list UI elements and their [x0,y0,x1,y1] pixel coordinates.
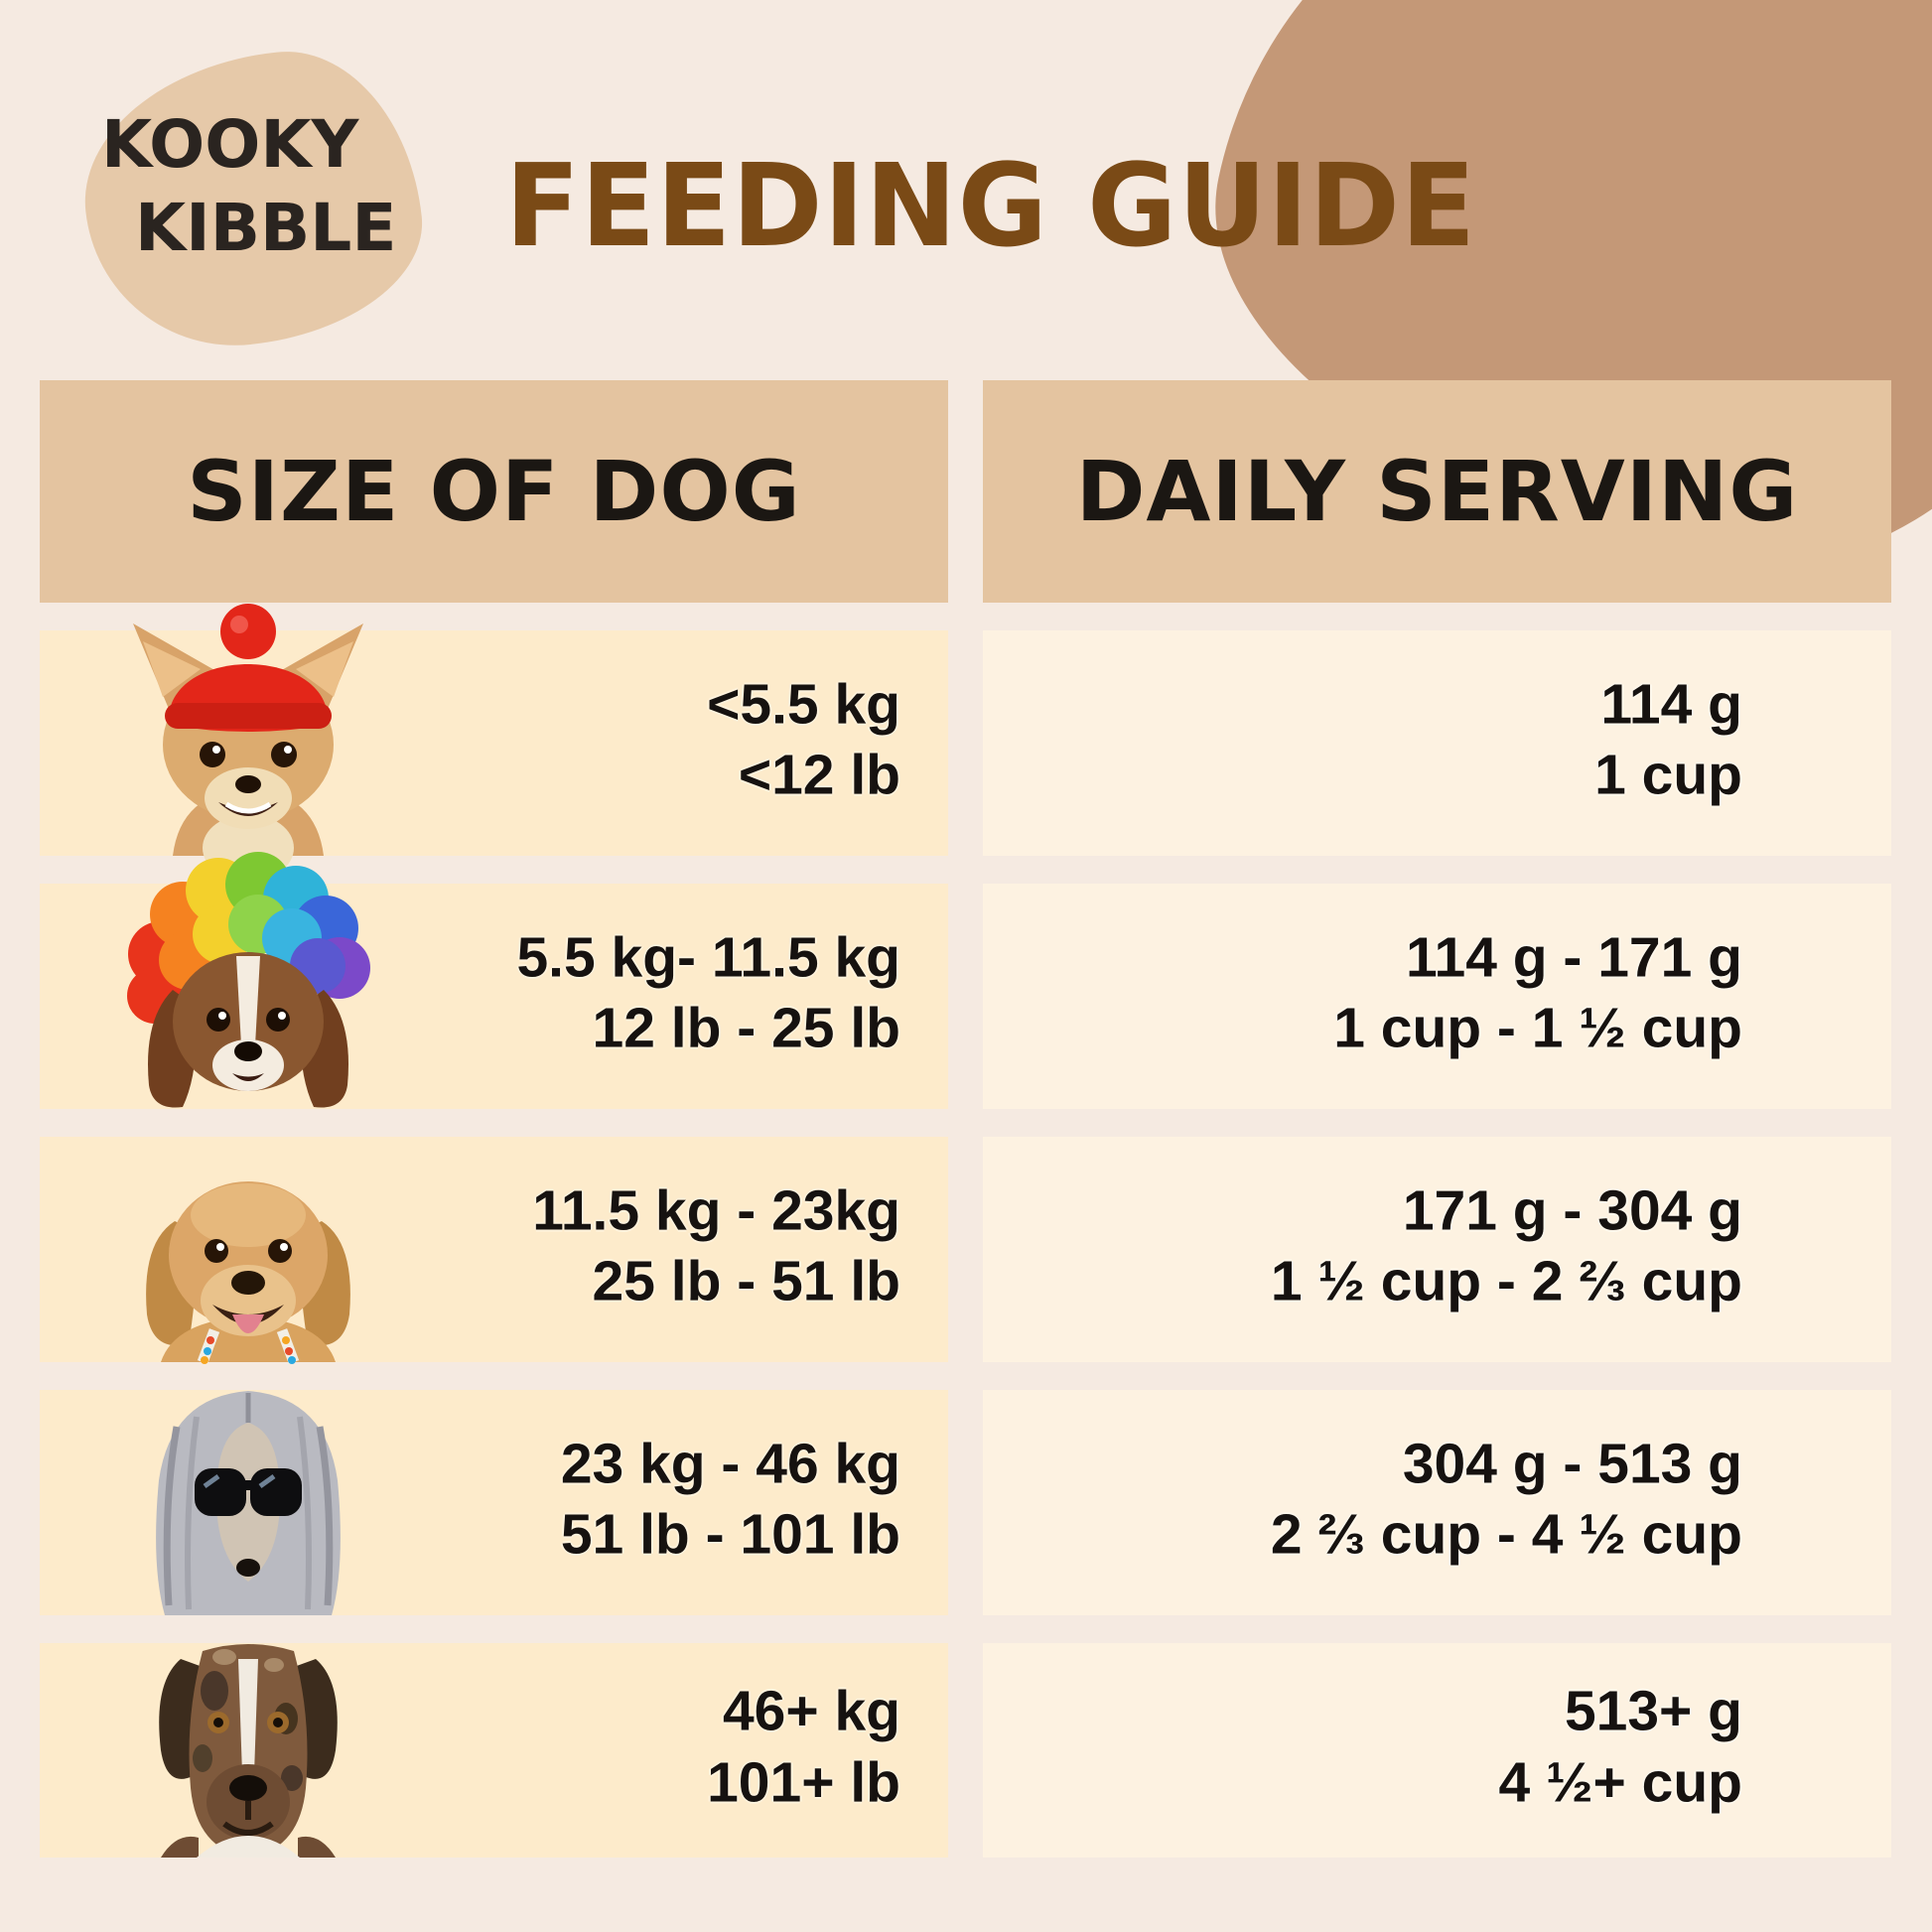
golden-retriever-photo [77,1104,420,1364]
serving-cups: 1 cup [1594,743,1742,807]
column-header-serving: DAILY SERVING [983,380,1891,603]
serving-grams: 513+ g [1564,1679,1742,1743]
size-cell: 46+ kg 101+ lb [40,1643,948,1858]
spaniel-rainbow-wig-photo [77,851,420,1109]
size-cell: 23 kg - 46 kg 51 lb - 101 lb [40,1390,948,1615]
size-imperial: 25 lb - 51 lb [592,1249,900,1313]
table-row: 23 kg - 46 kg 51 lb - 101 lb 304 g - 513… [0,1390,1932,1615]
serving-grams: 114 g - 171 g [1405,924,1742,989]
brand-line1: KOOKY [101,106,359,183]
page-title: FEEDING GUIDE [504,138,1477,273]
serving-grams: 171 g - 304 g [1402,1177,1742,1242]
serving-cell: 114 g - 171 g 1 cup - 1 ½ cup [983,884,1891,1109]
size-range: 11.5 kg - 23kg 25 lb - 51 lb [532,1175,900,1318]
table-row: <5.5 kg <12 lb 114 g 1 cup [0,604,1932,882]
serving-cups: 2 ⅔ cup - 4 ½ cup [1270,1502,1742,1567]
brand-logo: KOOKY KIBBLE [101,103,396,271]
table-row: 46+ kg 101+ lb 513+ g 4 ½+ cup [0,1643,1932,1858]
serving-amount: 513+ g 4 ½+ cup [1498,1676,1742,1819]
size-metric: <5.5 kg [707,671,900,736]
great-dane-photo [77,1599,420,1858]
serving-grams: 114 g [1600,671,1742,736]
serving-amount: 171 g - 304 g 1 ½ cup - 2 ⅔ cup [1271,1175,1742,1318]
size-range: 5.5 kg- 11.5 kg 12 lb - 25 lb [516,922,900,1065]
afghan-hound-sunglasses-photo [77,1357,420,1615]
serving-cups: 1 ½ cup - 2 ⅔ cup [1270,1249,1742,1313]
table-row: 5.5 kg- 11.5 kg 12 lb - 25 lb 114 g - 17… [0,852,1932,1109]
column-header-serving-label: DAILY SERVING [1075,443,1799,540]
serving-cups: 4 ½+ cup [1498,1750,1742,1815]
size-imperial: 101+ lb [707,1750,900,1815]
size-metric: 5.5 kg- 11.5 kg [516,924,900,989]
serving-amount: 114 g - 171 g 1 cup - 1 ½ cup [1333,922,1742,1065]
size-metric: 11.5 kg - 23kg [532,1177,900,1242]
size-range: <5.5 kg <12 lb [707,669,900,812]
serving-cups: 1 cup - 1 ½ cup [1333,996,1742,1060]
size-metric: 46+ kg [722,1679,900,1743]
serving-grams: 304 g - 513 g [1402,1431,1742,1495]
size-imperial: 51 lb - 101 lb [560,1502,900,1567]
serving-amount: 114 g 1 cup [1594,669,1742,812]
size-range: 46+ kg 101+ lb [707,1676,900,1819]
brand-line2: KIBBLE [135,190,397,267]
serving-cell: 304 g - 513 g 2 ⅔ cup - 4 ½ cup [983,1390,1891,1615]
size-metric: 23 kg - 46 kg [560,1431,900,1495]
serving-amount: 304 g - 513 g 2 ⅔ cup - 4 ½ cup [1271,1429,1742,1572]
size-cell: <5.5 kg <12 lb [40,604,948,882]
table-row: 11.5 kg - 23kg 25 lb - 51 lb 171 g - 304… [0,1137,1932,1364]
column-header-size: SIZE OF DOG [40,380,948,603]
size-imperial: <12 lb [738,743,900,807]
size-range: 23 kg - 46 kg 51 lb - 101 lb [561,1429,900,1572]
size-imperial: 12 lb - 25 lb [592,996,900,1060]
size-cell: 5.5 kg- 11.5 kg 12 lb - 25 lb [40,852,948,1109]
column-header-size-label: SIZE OF DOG [187,443,801,540]
serving-cell: 513+ g 4 ½+ cup [983,1643,1891,1858]
serving-cell: 114 g 1 cup [983,630,1891,856]
size-cell: 11.5 kg - 23kg 25 lb - 51 lb [40,1137,948,1364]
serving-cell: 171 g - 304 g 1 ½ cup - 2 ⅔ cup [983,1137,1891,1362]
chihuahua-red-beanie-photo [77,598,420,882]
